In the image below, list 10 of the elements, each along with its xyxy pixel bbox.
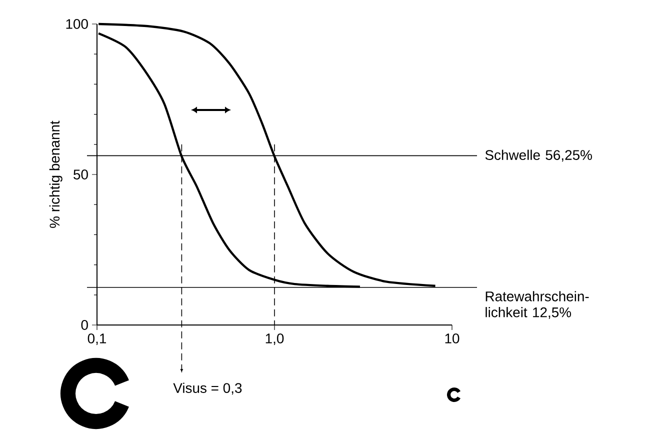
y-tick-label: 100 <box>66 19 88 29</box>
ref-line-label: Schwelle 56,25% <box>485 150 592 162</box>
x-tick-label: 0,1 <box>88 334 106 346</box>
legend-label: Visus = 0,3 <box>173 382 242 395</box>
x-tick-label: 1,0 <box>266 334 284 346</box>
x-tick-label: 10 <box>445 334 460 344</box>
y-axis-title: % richtig benannt <box>49 120 62 228</box>
y-tick-label: 50 <box>74 170 88 180</box>
ref-line-label: Ratewahrschein-lichkeit 12,5% <box>486 291 589 319</box>
y-tick-label: 0 <box>81 320 88 330</box>
